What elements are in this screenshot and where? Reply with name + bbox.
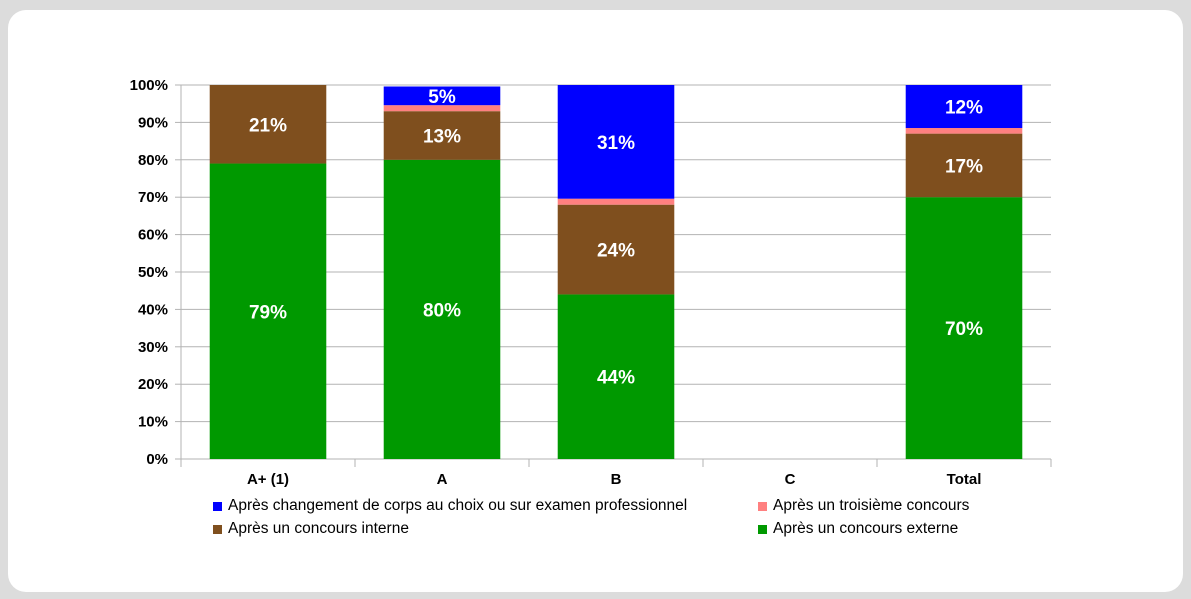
legend-item-1: Après un troisième concours <box>758 496 1008 516</box>
y-tick-label-1: 10% <box>138 414 168 431</box>
legend-item-3: Après un concours externe <box>758 519 1008 539</box>
data-label-0-series-1: 21% <box>249 115 287 136</box>
data-label-1-series-1: 13% <box>423 126 461 147</box>
x-tick-label-0: A+ (1) <box>247 471 289 488</box>
bar-4-series-1 <box>905 133 1023 198</box>
y-tick-label-8: 80% <box>138 152 168 169</box>
y-tick-label-4: 40% <box>138 301 168 318</box>
y-tick-label-5: 50% <box>138 264 168 281</box>
x-tick-label-2: B <box>611 471 622 488</box>
y-tick-label-10: 100% <box>130 77 168 94</box>
bar-2-series-0 <box>557 294 675 459</box>
bar-1-series-1 <box>383 111 501 160</box>
bar-2-series-1 <box>557 204 675 295</box>
legend-item-2: Après un concours interne <box>213 519 758 539</box>
y-tick-label-7: 70% <box>138 189 168 206</box>
bar-4-series-2 <box>905 128 1023 134</box>
x-tick-label-3: C <box>785 471 796 488</box>
legend-label-2: Après un concours interne <box>228 520 409 537</box>
bar-2-series-3 <box>557 85 675 199</box>
legend-swatch-3 <box>758 524 767 534</box>
legend-item-0: Après changement de corps au choix ou su… <box>213 496 758 516</box>
bar-1-series-0 <box>383 159 501 460</box>
bars <box>209 85 1023 460</box>
data-label-1-series-3: 5% <box>428 87 456 108</box>
y-tick-label-9: 90% <box>138 114 168 131</box>
data-label-0-series-0: 79% <box>249 302 287 323</box>
bar-2-series-2 <box>557 198 675 205</box>
bar-4-series-0 <box>905 197 1023 459</box>
legend-swatch-2 <box>213 524 222 534</box>
axes: 0% 10% 20% 30% 40% 50% 60% 70% 80% 90% 100% A+ (1) A… <box>130 77 1052 488</box>
bar-1-series-3 <box>383 86 501 106</box>
x-tick-label-1: A <box>437 471 448 488</box>
data-label-2-series-3: 31% <box>597 133 635 154</box>
bar-1-series-2 <box>383 105 501 112</box>
data-label-1-series-0: 80% <box>423 300 461 321</box>
data-label-4-series-0: 70% <box>945 319 983 340</box>
legend-swatch-1 <box>758 501 767 511</box>
legend-label-0: Après changement de corps au choix ou su… <box>228 497 688 514</box>
x-tick-label-4: Total <box>947 471 982 488</box>
data-label-2-series-1: 24% <box>597 241 635 262</box>
legend-swatch-0 <box>213 501 222 511</box>
y-tick-label-0: 0% <box>146 451 168 468</box>
data-label-2-series-0: 44% <box>597 368 635 389</box>
bar-0-series-1 <box>209 85 327 164</box>
y-tick-label-6: 60% <box>138 227 168 244</box>
data-label-4-series-1: 17% <box>945 156 983 177</box>
bar-4-series-3 <box>905 85 1023 129</box>
legend-label-1: Après un troisième concours <box>773 497 970 514</box>
legend-label-3: Après un concours externe <box>773 520 959 537</box>
bar-0-series-0 <box>209 163 327 460</box>
data-labels: 79% 21% 80% 13% 5% 44% 24% 31% 70% 17% 12% <box>249 87 983 389</box>
y-tick-label-2: 20% <box>138 376 168 393</box>
data-label-4-series-3: 12% <box>945 98 983 119</box>
legend: Après changement de corps au choix ou su… <box>213 496 1013 539</box>
y-tick-label-3: 30% <box>138 339 168 356</box>
